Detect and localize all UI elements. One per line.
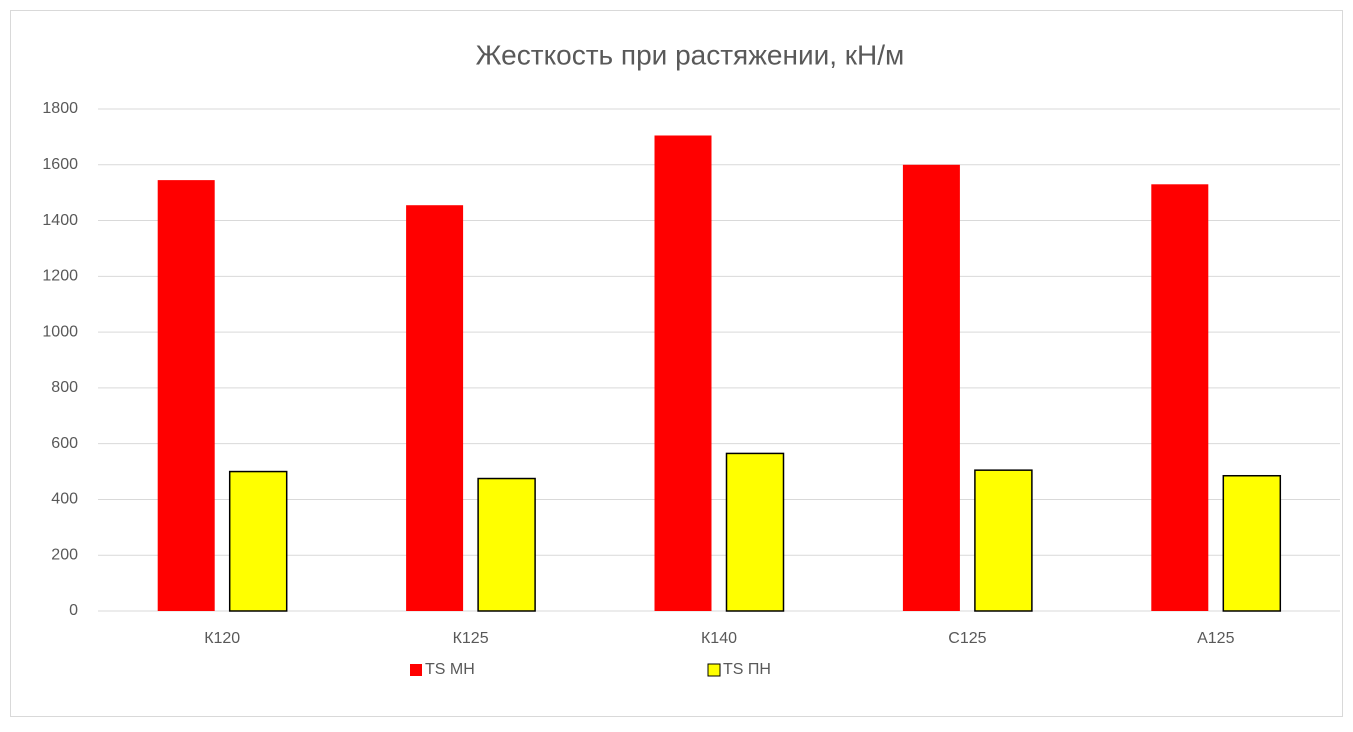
bar	[406, 205, 464, 611]
x-tick-label: К120	[204, 630, 240, 647]
bar	[902, 164, 960, 611]
bar	[228, 470, 288, 612]
bar	[654, 135, 712, 611]
y-tick-label: 800	[51, 379, 78, 396]
x-tick-label: К125	[453, 630, 489, 647]
y-tick-label: 400	[51, 491, 78, 508]
bar	[974, 469, 1033, 612]
legend-swatch	[707, 663, 721, 677]
x-tick-label: К140	[701, 630, 737, 647]
y-tick-label: 1200	[42, 268, 78, 285]
y-tick-label: 1600	[42, 156, 78, 173]
legend-label: TS ПН	[723, 661, 771, 678]
bar	[1222, 474, 1282, 612]
y-tick-label: 1400	[42, 212, 78, 229]
y-tick-label: 0	[69, 602, 78, 619]
x-tick-label: А125	[1197, 630, 1234, 647]
y-tick-label: 600	[51, 435, 78, 452]
bar	[725, 452, 785, 612]
y-tick-label: 1000	[42, 323, 78, 340]
bar	[157, 180, 215, 611]
y-tick-label: 1800	[42, 100, 78, 117]
bar	[1151, 184, 1209, 612]
x-tick-label: С125	[948, 630, 986, 647]
chart-title: Жесткость при растяжении, кН/м	[476, 39, 905, 70]
bar	[477, 477, 536, 612]
legend-label: TS МН	[425, 661, 475, 678]
y-tick-label: 200	[51, 546, 78, 563]
legend-swatch	[410, 664, 422, 676]
